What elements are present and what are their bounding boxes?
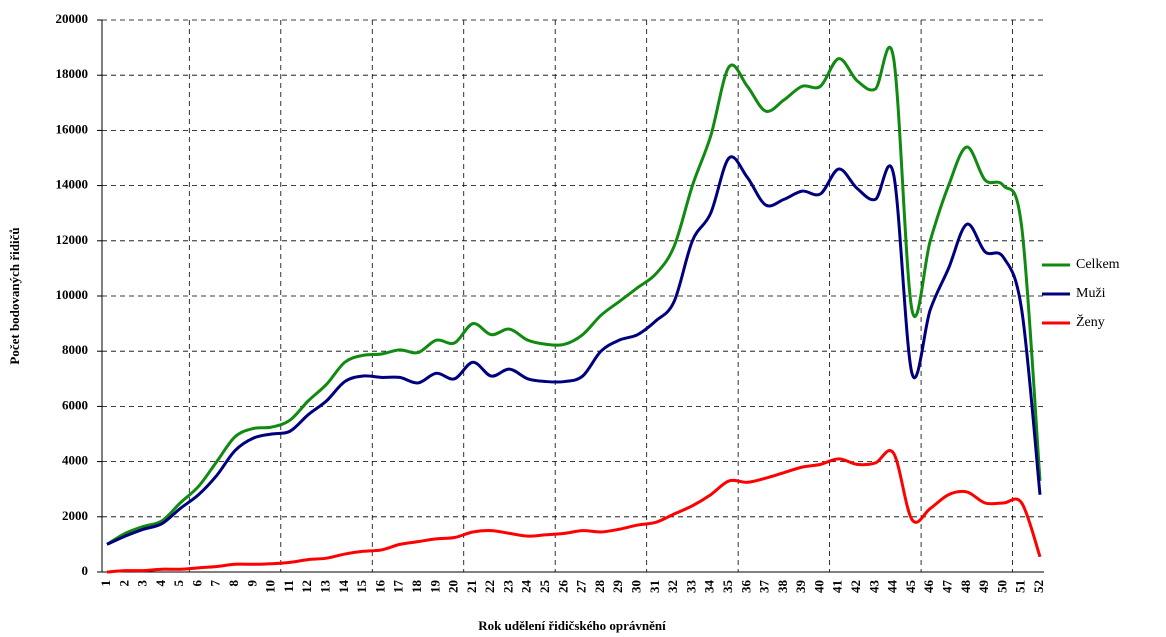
x-tick-label: 29 [610, 580, 625, 594]
x-tick-label: 46 [921, 580, 936, 594]
x-tick-label: 4 [153, 580, 168, 587]
x-tick-label: 41 [830, 580, 845, 593]
x-tick-label: 20 [446, 580, 461, 593]
x-tick-label: 7 [208, 580, 223, 587]
x-tick-label: 27 [574, 580, 589, 594]
x-tick-label: 5 [171, 580, 186, 587]
y-tick-label: 4000 [62, 453, 88, 468]
line-series [106, 46, 1042, 546]
x-tick-label: 32 [665, 580, 680, 593]
x-tick-label: 12 [299, 580, 314, 593]
x-tick-label: 13 [318, 580, 333, 594]
x-tick-label: 37 [757, 580, 772, 594]
x-tick-label: 38 [775, 580, 790, 594]
x-tick-label: 49 [976, 580, 991, 594]
x-tick-label: 43 [866, 580, 881, 594]
y-axis-title: Počet bodovaných řidičů [7, 227, 22, 364]
x-tick-label: 22 [482, 580, 497, 593]
x-tick-label: 40 [811, 580, 826, 593]
y-tick-label: 8000 [62, 342, 88, 357]
x-tick-label: 36 [738, 580, 753, 594]
x-tick-label: 15 [354, 580, 369, 594]
y-tick-label: 6000 [62, 397, 88, 412]
x-tick-label: 16 [372, 580, 387, 594]
x-axis-title: Rok udělení řidičského oprávnění [478, 618, 666, 633]
x-tick-label: 17 [391, 580, 406, 594]
x-tick-label: 3 [135, 580, 150, 587]
x-tick-label: 39 [793, 580, 808, 594]
x-tick-label: 51 [1013, 580, 1028, 593]
x-tick-label: 47 [940, 580, 955, 594]
x-tick-label: 11 [281, 580, 296, 592]
x-tick-label: 8 [226, 580, 241, 587]
x-tick-label: 28 [592, 580, 607, 594]
y-tick-label: 16000 [56, 121, 89, 136]
line-series [106, 449, 1042, 574]
x-tick-label: 50 [994, 580, 1009, 593]
y-tick-label: 18000 [56, 66, 89, 81]
x-tick-label: 33 [683, 580, 698, 594]
legend-label: Celkem [1076, 257, 1120, 272]
x-tick-label: 1 [98, 580, 113, 587]
x-tick-label: 6 [189, 580, 204, 587]
y-tick-label: 10000 [56, 287, 89, 302]
x-tick-label: 26 [555, 580, 570, 594]
x-tick-label: 23 [500, 580, 515, 594]
x-tick-label: 31 [647, 580, 662, 593]
x-tick-label: 14 [336, 580, 351, 594]
x-tick-label: 18 [409, 580, 424, 594]
x-tick-label: 19 [427, 580, 442, 594]
x-tick-label: 45 [903, 580, 918, 594]
x-tick-label: 24 [519, 580, 534, 594]
legend-label: Muži [1076, 286, 1106, 301]
x-tick-label: 42 [848, 580, 863, 593]
x-tick-label: 21 [464, 580, 479, 593]
x-tick-label: 48 [958, 580, 973, 594]
y-tick-label: 0 [82, 563, 89, 578]
y-tick-label: 14000 [56, 177, 89, 192]
y-tick-label: 20000 [56, 11, 89, 26]
y-tick-label: 2000 [62, 508, 88, 523]
x-tick-label: 35 [720, 580, 735, 594]
x-tick-label: 52 [1031, 580, 1046, 593]
line-series [106, 155, 1042, 546]
y-tick-label: 12000 [56, 232, 89, 247]
x-tick-label: 25 [537, 580, 552, 594]
x-tick-label: 34 [702, 580, 717, 594]
x-tick-label: 30 [629, 580, 644, 593]
x-tick-label: 2 [116, 580, 131, 587]
x-tick-label: 9 [244, 580, 259, 587]
x-tick-label: 10 [263, 580, 278, 593]
x-tick-label: 44 [885, 580, 900, 594]
legend-label: Ženy [1076, 313, 1105, 330]
